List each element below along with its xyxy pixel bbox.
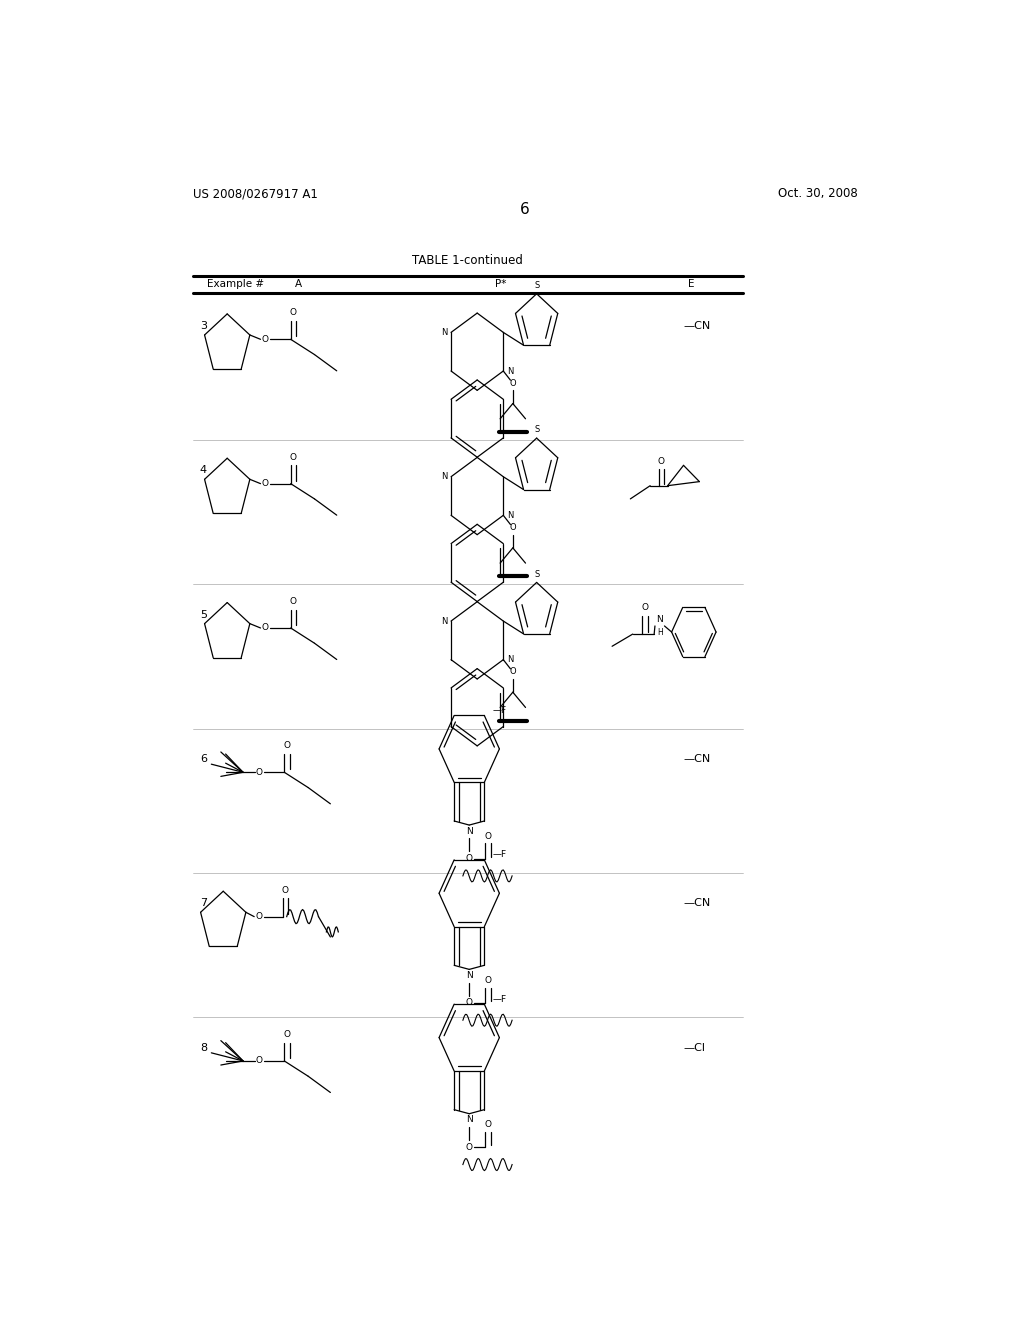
- Text: O: O: [290, 453, 297, 462]
- Text: H: H: [656, 627, 663, 636]
- Text: P*: P*: [496, 280, 507, 289]
- Text: —F: —F: [493, 994, 507, 1003]
- Text: N: N: [440, 327, 447, 337]
- Text: O: O: [510, 523, 516, 532]
- Text: A: A: [295, 280, 302, 289]
- Text: —CN: —CN: [684, 754, 711, 764]
- Text: N: N: [466, 1115, 473, 1125]
- Text: TABLE 1-continued: TABLE 1-continued: [413, 253, 523, 267]
- Text: —Cl: —Cl: [684, 1043, 706, 1053]
- Text: 7: 7: [200, 899, 207, 908]
- Text: —F: —F: [493, 706, 507, 715]
- Text: O: O: [466, 998, 473, 1007]
- Text: 6: 6: [520, 202, 529, 216]
- Text: O: O: [290, 597, 297, 606]
- Text: O: O: [282, 886, 289, 895]
- Text: N: N: [507, 655, 514, 664]
- Text: 5: 5: [200, 610, 207, 620]
- Text: O: O: [484, 1121, 490, 1130]
- Text: N: N: [466, 972, 473, 979]
- Text: O: O: [466, 1143, 473, 1152]
- Text: O: O: [657, 457, 665, 466]
- Text: E: E: [688, 280, 694, 289]
- Text: O: O: [466, 854, 473, 863]
- Text: —CN: —CN: [684, 899, 711, 908]
- Text: —CN: —CN: [684, 321, 711, 331]
- Text: N: N: [466, 826, 473, 836]
- Text: O: O: [284, 742, 290, 750]
- Text: O: O: [262, 479, 268, 488]
- Text: N: N: [440, 473, 447, 482]
- Text: 3: 3: [200, 321, 207, 331]
- Text: O: O: [255, 768, 262, 776]
- Text: O: O: [284, 1030, 290, 1039]
- Text: S: S: [534, 425, 540, 434]
- Text: O: O: [255, 912, 262, 921]
- Text: O: O: [484, 832, 490, 841]
- Text: O: O: [510, 379, 516, 388]
- Text: S: S: [534, 570, 540, 578]
- Text: 4: 4: [200, 466, 207, 475]
- Text: S: S: [534, 281, 540, 290]
- Text: O: O: [484, 975, 490, 985]
- Text: N: N: [440, 616, 447, 626]
- Text: N: N: [507, 367, 514, 375]
- Text: Example #: Example #: [207, 280, 264, 289]
- Text: N: N: [507, 511, 514, 520]
- Text: 8: 8: [200, 1043, 207, 1053]
- Text: 6: 6: [200, 754, 207, 764]
- Text: O: O: [262, 623, 268, 632]
- Text: O: O: [641, 603, 648, 612]
- Text: O: O: [255, 1056, 262, 1065]
- Text: N: N: [656, 615, 664, 624]
- Text: O: O: [290, 309, 297, 317]
- Text: Oct. 30, 2008: Oct. 30, 2008: [778, 187, 858, 201]
- Text: O: O: [510, 668, 516, 676]
- Text: O: O: [262, 335, 268, 343]
- Text: —F: —F: [493, 850, 507, 859]
- Text: US 2008/0267917 A1: US 2008/0267917 A1: [194, 187, 317, 201]
